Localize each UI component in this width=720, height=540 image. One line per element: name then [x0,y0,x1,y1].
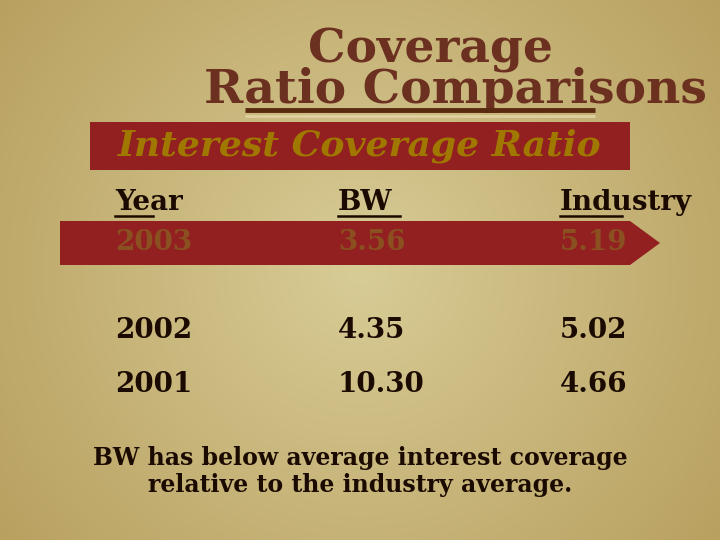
Polygon shape [60,221,660,265]
Text: 5.19: 5.19 [560,230,628,256]
Text: 2001: 2001 [115,372,192,399]
Text: Ratio Comparisons: Ratio Comparisons [204,67,706,113]
Text: 2003: 2003 [115,230,192,256]
Text: Industry: Industry [560,188,692,215]
Text: Interest Coverage Ratio: Interest Coverage Ratio [118,129,602,163]
Text: Year: Year [115,188,183,215]
Text: 4.35: 4.35 [338,316,405,343]
Text: 4.66: 4.66 [560,372,628,399]
FancyBboxPatch shape [90,122,630,170]
Text: 5.02: 5.02 [560,316,628,343]
Text: relative to the industry average.: relative to the industry average. [148,473,572,497]
Text: 3.56: 3.56 [338,230,405,256]
Text: 2002: 2002 [115,316,192,343]
Text: BW: BW [338,188,392,215]
Text: BW has below average interest coverage: BW has below average interest coverage [93,446,627,470]
Text: 10.30: 10.30 [338,372,425,399]
Text: Coverage: Coverage [307,27,552,73]
